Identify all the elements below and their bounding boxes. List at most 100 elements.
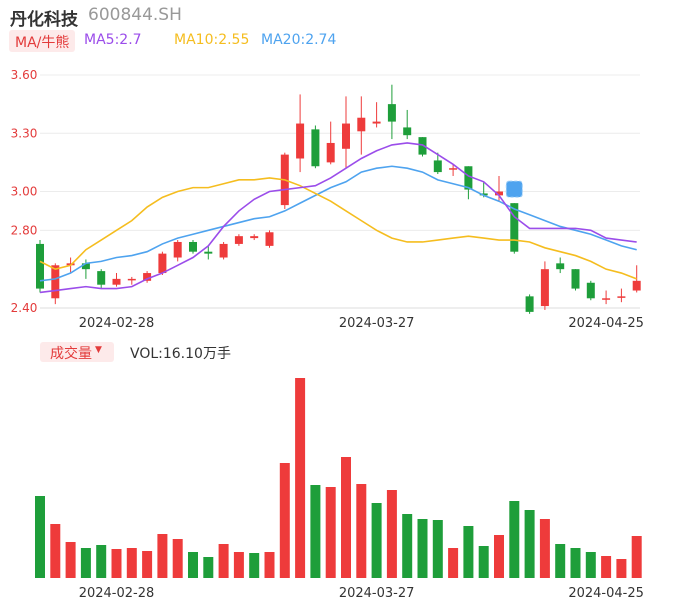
candle-body: [540, 269, 549, 307]
volume-bar: [386, 490, 397, 578]
volume-bar: [570, 548, 581, 578]
ma20-legend: MA20:2.74: [261, 32, 337, 48]
volume-bar: [233, 552, 244, 578]
volume-bar: [295, 378, 306, 578]
candle-body: [571, 269, 580, 289]
volume-bar: [218, 544, 229, 578]
x-tick-label: 2024-04-25: [568, 316, 644, 331]
candle-body: [525, 296, 534, 312]
volume-bar: [50, 524, 61, 578]
candle-body: [296, 123, 305, 159]
candle-body: [158, 253, 167, 274]
volume-bar: [616, 559, 627, 578]
volume-bar: [631, 536, 642, 578]
volume-bar: [356, 484, 367, 578]
volume-bar: [371, 503, 382, 578]
volume-bar: [157, 534, 168, 578]
volume-bar: [325, 487, 336, 578]
candle-body: [234, 236, 243, 244]
volume-bar: [203, 557, 214, 578]
x-tick-label: 2024-04-25: [568, 586, 644, 601]
candle-body: [479, 193, 488, 196]
candle-body: [204, 251, 213, 254]
candle-body: [127, 278, 136, 281]
candle-body: [143, 273, 152, 281]
candle-body: [602, 298, 611, 300]
volume-indicator-tab[interactable]: 成交量 ▼: [40, 342, 114, 362]
volume-bar: [188, 552, 198, 578]
candle-body: [250, 236, 259, 239]
volume-bar: [555, 544, 566, 578]
candle-body: [510, 203, 519, 252]
volume-bar: [96, 545, 107, 578]
volume-bar: [35, 496, 45, 578]
candle-body: [265, 232, 274, 246]
candle-body: [36, 243, 44, 289]
candle-body: [387, 104, 396, 122]
stock-name: 丹化科技: [10, 10, 78, 30]
volume-bar: [539, 519, 550, 578]
volume-bar: [402, 514, 413, 578]
volume-bar: [264, 552, 275, 578]
volume-bar: [310, 485, 321, 578]
ma-indicator-tab[interactable]: MA/牛熊: [9, 30, 75, 52]
candle-body: [617, 296, 626, 298]
ma5-legend: MA5:2.7: [84, 32, 142, 48]
candle-body: [495, 191, 503, 196]
y-tick-label: 2.40: [11, 301, 38, 315]
volume-bar: [341, 457, 351, 578]
volume-bar: [478, 546, 489, 578]
ma5-line: [39, 142, 637, 294]
candle-body: [357, 117, 366, 132]
candle-body: [418, 137, 427, 155]
candle-body: [433, 160, 442, 173]
candle-body: [51, 265, 60, 299]
candle-body: [173, 241, 182, 258]
chevron-down-icon: ▼: [95, 345, 102, 355]
volume-bar: [126, 548, 137, 578]
volume-bar: [111, 549, 122, 578]
stock-code: 600844.SH: [88, 5, 182, 25]
candle-body: [342, 123, 350, 149]
y-tick-label: 2.80: [11, 223, 38, 237]
volume-bar: [279, 463, 290, 578]
volume-bar: [172, 539, 183, 578]
candle-body: [632, 280, 641, 291]
candle-body: [556, 263, 565, 270]
volume-bar: [601, 556, 612, 578]
volume-bar: [417, 519, 428, 578]
x-tick-label: 2024-02-28: [79, 586, 155, 601]
x-tick-label: 2024-03-27: [339, 316, 415, 331]
candle-body: [586, 282, 595, 299]
ma20-line: [39, 165, 637, 282]
volume-bar: [463, 526, 474, 578]
ma-indicator-label: MA/牛熊: [15, 35, 70, 51]
volume-bar: [509, 501, 520, 578]
candle-body: [449, 168, 458, 170]
ma10-legend: MA10:2.55: [174, 32, 250, 48]
volume-bar: [494, 535, 504, 578]
volume-bar: [585, 552, 596, 578]
candle-body: [403, 127, 412, 136]
volume-bar: [448, 548, 459, 578]
candle-body: [219, 243, 228, 258]
volume-bar: [142, 551, 153, 578]
event-marker-icon: [505, 180, 523, 198]
volume-bar: [249, 553, 260, 578]
candle-body: [311, 129, 320, 167]
volume-value: VOL:16.10万手: [130, 346, 231, 362]
volume-bar: [432, 520, 443, 578]
volume-bar: [524, 510, 535, 578]
candle-body: [326, 142, 335, 163]
candle-body: [189, 241, 197, 252]
candle-body: [464, 166, 473, 190]
y-tick-label: 3.30: [11, 126, 38, 140]
volume-bar: [65, 542, 76, 578]
ma10-line: [39, 177, 637, 280]
candle-body: [97, 271, 106, 285]
candle-body: [81, 263, 90, 270]
x-tick-label: 2024-02-28: [79, 316, 155, 331]
volume-indicator-label: 成交量: [50, 346, 92, 362]
candle-body: [372, 121, 381, 124]
